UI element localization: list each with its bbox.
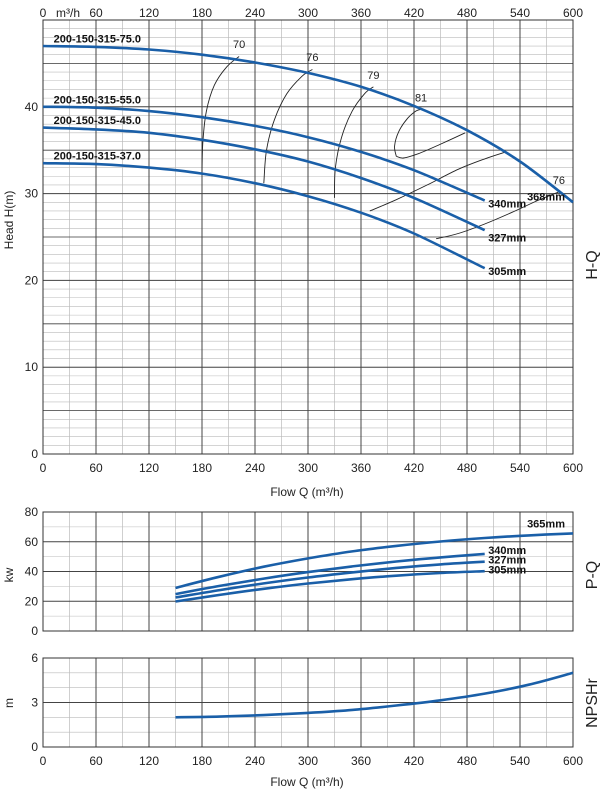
x-tick-label: 480	[457, 461, 477, 475]
x-tick-label: 540	[510, 461, 530, 475]
efficiency-curve	[201, 56, 240, 173]
efficiency-curve	[394, 108, 422, 157]
y-tick-label: 20	[25, 273, 39, 287]
efficiency-curve	[263, 69, 313, 184]
model-label: 200-150-315-37.0	[54, 151, 141, 163]
top-x-tick-label: 180	[192, 6, 212, 20]
x-tick-label: 180	[192, 461, 212, 475]
impeller-label: 327mm	[488, 232, 526, 244]
x-tick-label: 600	[563, 754, 583, 768]
x-tick-label: 600	[563, 461, 583, 475]
panel-npshr: 0 60 120 180 240 300 360 420 480 540 600 0 3 6	[31, 651, 583, 768]
npsh-x-axis-title: Flow Q (m³/h)	[270, 775, 343, 789]
y-tick-label: 0	[31, 624, 38, 638]
model-label: 200-150-315-45.0	[54, 115, 141, 127]
hq-side-label: H-Q	[584, 250, 601, 279]
impeller-label: 340mm	[488, 545, 526, 557]
series-line	[175, 532, 574, 590]
x-tick-label: 0	[40, 754, 47, 768]
efficiency-label: 76	[306, 52, 318, 64]
x-tick-label: 420	[404, 754, 424, 768]
efficiency-curve	[369, 151, 507, 212]
x-tick-label: 300	[298, 461, 318, 475]
series-line	[175, 569, 485, 603]
top-x-tick-label: 60	[89, 6, 103, 20]
top-x-tick-label: 300	[298, 6, 318, 20]
top-x-tick-label: 480	[457, 6, 477, 20]
npsh-side-label: NPSHr	[584, 677, 601, 727]
top-x-tick-label: 540	[510, 6, 530, 20]
hq-y-axis-title: Head H(m)	[2, 191, 16, 250]
top-x-tick-label: 600	[563, 6, 583, 20]
efficiency-label: 76	[553, 175, 565, 187]
plot-frame	[42, 19, 574, 455]
x-tick-label: 360	[351, 754, 371, 768]
x-tick-label: 60	[89, 461, 103, 475]
impeller-label: 365mm	[527, 519, 565, 531]
y-tick-label: 0	[31, 740, 38, 754]
efficiency-curve	[436, 191, 560, 240]
impeller-label: 368mm	[527, 192, 565, 204]
x-tick-label: 0	[40, 461, 47, 475]
x-tick-label: 240	[245, 754, 265, 768]
x-tick-label: 60	[89, 754, 103, 768]
y-tick-label: 6	[31, 651, 38, 665]
x-tick-label: 120	[139, 461, 159, 475]
efficiency-label: 81	[415, 93, 427, 105]
x-tick-label: 120	[139, 754, 159, 768]
top-x-tick-label: 240	[245, 6, 265, 20]
series-line	[42, 105, 486, 202]
x-tick-label: 300	[298, 754, 318, 768]
top-x-tick-label: 360	[351, 6, 371, 20]
y-tick-label: 20	[25, 594, 39, 608]
x-tick-label: 420	[404, 461, 424, 475]
impeller-label: 340mm	[488, 198, 526, 210]
x-tick-label: 240	[245, 461, 265, 475]
model-label: 200-150-315-55.0	[54, 94, 141, 106]
series-line	[175, 560, 485, 599]
npsh-y-axis-title: m	[2, 698, 16, 708]
top-unit-label: m³/h	[56, 6, 80, 20]
plot-frame	[42, 657, 574, 748]
x-tick-label: 540	[510, 754, 530, 768]
series-line	[175, 671, 574, 719]
top-x-tick-label: 0	[40, 6, 47, 20]
efficiency-label: 70	[233, 39, 245, 51]
series-line	[42, 161, 486, 270]
y-tick-label: 60	[25, 535, 39, 549]
hq-x-axis-title: Flow Q (m³/h)	[270, 485, 343, 499]
y-tick-label: 30	[25, 187, 39, 201]
impeller-label: 305mm	[488, 565, 526, 577]
series-line	[42, 126, 486, 232]
pq-y-axis-title: kw	[2, 567, 16, 582]
x-tick-label: 180	[192, 754, 212, 768]
impeller-label: 305mm	[488, 266, 526, 278]
series-line	[42, 44, 574, 204]
pq-side-label: P-Q	[584, 561, 601, 589]
y-tick-label: 40	[25, 100, 39, 114]
y-tick-label: 3	[31, 696, 38, 710]
series-line	[175, 552, 485, 596]
plot-frame	[42, 511, 574, 632]
y-tick-label: 80	[25, 505, 39, 519]
y-tick-label: 0	[31, 447, 38, 461]
x-tick-label: 480	[457, 754, 477, 768]
x-tick-label: 360	[351, 461, 371, 475]
top-x-tick-label: 420	[404, 6, 424, 20]
y-tick-label: 40	[25, 565, 39, 579]
efficiency-label: 79	[367, 70, 379, 82]
model-label: 200-150-315-75.0	[54, 34, 141, 46]
top-x-tick-label: 120	[139, 6, 159, 20]
impeller-label: 327mm	[488, 554, 526, 566]
y-tick-label: 10	[25, 360, 39, 374]
efficiency-curve	[396, 132, 466, 159]
